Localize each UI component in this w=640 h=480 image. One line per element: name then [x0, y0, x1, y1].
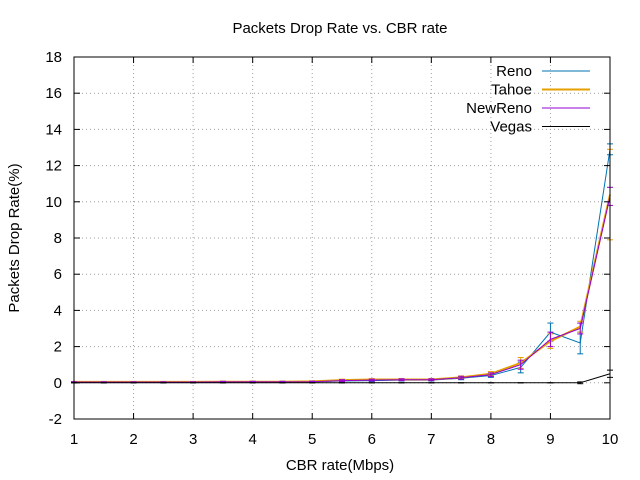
legend-item-newreno: NewReno — [466, 100, 590, 117]
legend-label: Tahoe — [491, 82, 532, 99]
y-tick-label: 2 — [54, 339, 62, 356]
x-tick-label: 7 — [427, 431, 435, 448]
data-point — [577, 322, 584, 335]
x-axis-label: CBR rate(Mbps) — [286, 457, 394, 474]
legend-label: Vegas — [490, 119, 532, 136]
x-tick-label: 4 — [248, 431, 256, 448]
data-point — [487, 372, 494, 377]
y-tick-label: 0 — [54, 375, 62, 392]
x-tick-label: 9 — [546, 431, 554, 448]
chart-title: Packets Drop Rate vs. CBR rate — [232, 20, 447, 37]
legend-item-vegas: Vegas — [490, 119, 590, 136]
y-tick-label: 6 — [54, 266, 62, 283]
data-point — [428, 378, 435, 382]
data-point — [368, 378, 375, 382]
y-tick-label: 12 — [45, 158, 62, 175]
y-axis-label: Packets Drop Rate(%) — [6, 163, 23, 312]
data-point — [547, 331, 554, 348]
data-point — [517, 359, 524, 370]
legend-item-reno: Reno — [496, 63, 590, 80]
series-layer — [71, 143, 613, 385]
y-tick-label: -2 — [49, 411, 62, 428]
data-point — [339, 379, 345, 383]
x-tick-label: 3 — [189, 431, 197, 448]
x-tick-label: 6 — [368, 431, 376, 448]
x-tick-label: 1 — [70, 431, 78, 448]
x-tick-label: 8 — [487, 431, 495, 448]
x-tick-label: 2 — [129, 431, 137, 448]
data-point — [577, 381, 584, 385]
data-point — [458, 375, 465, 380]
legend-label: Reno — [496, 63, 532, 80]
data-point — [398, 378, 405, 382]
y-tick-label: 14 — [45, 121, 62, 138]
x-tick-label: 5 — [308, 431, 316, 448]
data-point — [309, 380, 316, 383]
y-tick-label: 8 — [54, 230, 62, 247]
x-tick-label: 10 — [602, 431, 619, 448]
legend-item-tahoe: Tahoe — [491, 82, 590, 99]
y-tick-label: 16 — [45, 85, 62, 102]
y-tick-label: 18 — [45, 49, 62, 66]
y-tick-label: 10 — [45, 194, 62, 211]
y-tick-label: 4 — [54, 302, 62, 319]
legend-label: NewReno — [466, 100, 532, 117]
